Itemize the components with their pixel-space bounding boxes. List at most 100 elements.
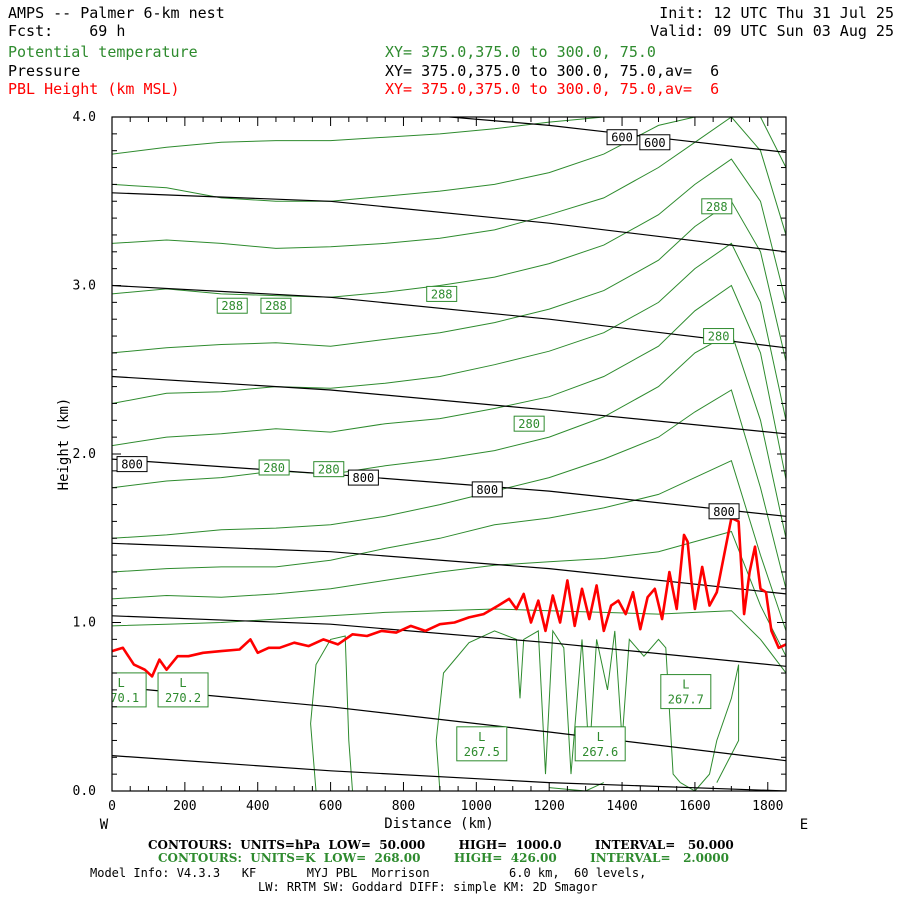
- fcst-value: 69 h: [89, 22, 126, 40]
- model-info: Model Info: V4.3.3 KF MYJ PBL Morrison 6…: [90, 866, 647, 880]
- theta-contour-3: [112, 389, 786, 589]
- y-tick-label-4: 4.0: [73, 110, 96, 125]
- east-label: E: [800, 817, 808, 833]
- field-pressure-name: Pressure: [8, 62, 81, 80]
- x-tick-label-3: 600: [319, 799, 342, 814]
- x-tick-label-4: 800: [392, 799, 415, 814]
- init-time: Init: 12 UTC Thu 31 Jul 25: [659, 4, 894, 22]
- theta-label-7-box: [313, 461, 345, 478]
- fcst-label: Fcst:: [8, 22, 54, 40]
- contour-labels: 800 800 800 800 600 600 288 288 288 288 280 280 280 2…: [103, 129, 740, 762]
- theta-contour-8: [112, 158, 786, 303]
- theta-contour-10: [112, 117, 786, 202]
- pressure-contour-0: [112, 755, 786, 791]
- theta-label-0-box: [216, 297, 248, 314]
- low-value-0: 270.1: [103, 691, 139, 705]
- pressure-label-2-box: [471, 481, 503, 498]
- forecast-hour: Fcst: 69 h: [8, 22, 125, 40]
- field-theta-name: Potential temperature: [8, 43, 198, 61]
- y-axis-label: Height (km): [56, 398, 72, 491]
- theta-label-6: 280: [263, 461, 285, 475]
- y-tick-label-2: 2.0: [73, 447, 96, 462]
- model-info-physics: LW: RRTM SW: Goddard DIFF: simple KM: 2D…: [258, 880, 598, 894]
- low-box-1: [157, 672, 209, 708]
- low-box-4: [660, 674, 712, 710]
- theta-contour-6: [112, 242, 786, 421]
- y-tick-label-1: 1.0: [73, 616, 96, 631]
- x-tick-label-8: 1600: [679, 799, 710, 814]
- x-tick-label-1: 200: [173, 799, 196, 814]
- low-value-3: 267.6: [582, 745, 618, 759]
- pressure-label-2: 800: [476, 483, 498, 497]
- theta-label-4: 280: [708, 330, 730, 344]
- chart-axes: 0 200 400 600 800 1000 1200 1400 1600 1800 0.0 1.0 2…: [56, 110, 808, 833]
- theta-label-6-box: [258, 459, 290, 476]
- theta-low-contour-1: [435, 629, 681, 791]
- pressure-label-1: 800: [353, 471, 375, 485]
- pressure-contour-info: CONTOURS: UNITS=hPa LOW= 50.000 HIGH= 10…: [148, 838, 734, 852]
- pressure-label-4: 600: [611, 131, 633, 145]
- theta-contour-4: [112, 331, 786, 539]
- theta-contour-11: [112, 117, 659, 155]
- pressure-contour-6: [112, 284, 786, 349]
- x-tick-label-0: 0: [108, 799, 116, 814]
- theta-contour-5: [112, 284, 786, 480]
- theta-contour-info: CONTOURS: UNITS=K LOW= 268.00 HIGH= 426.…: [158, 851, 729, 865]
- field-pbl-xy: XY= 375.0,375.0 to 300.0, 75.0,av= 6: [385, 80, 720, 98]
- pressure-label-3: 800: [713, 505, 735, 519]
- low-value-2: 267.5: [464, 745, 500, 759]
- theta-low-contour-0: [310, 635, 353, 791]
- low-box-0: [112, 672, 147, 708]
- theta-label-1: 288: [265, 299, 287, 313]
- theta-label-3-box: [701, 198, 733, 215]
- cross-section-chart: 800 800 800 800 600 600 288 288 288 288 280 280 280 2…: [56, 110, 808, 833]
- pressure-label-4-box: [606, 129, 638, 146]
- theta-contour-0: [112, 608, 786, 674]
- valid-time: Valid: 09 UTC Sun 03 Aug 25: [650, 22, 894, 40]
- pressure-contour-3: [112, 542, 786, 595]
- pbl-height-path: [112, 516, 786, 678]
- x-tick-label-7: 1400: [606, 799, 637, 814]
- low-letter-0: L: [117, 676, 124, 690]
- low-letter-2: L: [478, 730, 485, 744]
- west-label: W: [100, 817, 109, 833]
- theta-label-7: 280: [318, 463, 340, 477]
- theta-contour-2: [112, 460, 786, 632]
- pressure-label-5-box: [639, 134, 671, 151]
- low-box-2: [456, 726, 508, 762]
- low-box-3: [574, 726, 626, 762]
- field-pbl-name: PBL Height (km MSL): [8, 80, 180, 98]
- pressure-contour-8: [442, 117, 786, 153]
- pressure-label-3-box: [708, 503, 740, 520]
- pressure-label-5: 600: [644, 136, 666, 150]
- pressure-label-1-box: [347, 469, 379, 486]
- low-letter-3: L: [597, 730, 604, 744]
- y-tick-label-3: 3.0: [73, 279, 96, 294]
- low-value-4: 267.7: [668, 693, 704, 707]
- pressure-contour-7: [112, 192, 786, 253]
- theta-low-contour-3: [549, 782, 605, 791]
- theta-label-1-box: [260, 297, 292, 314]
- theta-label-5-box: [513, 415, 545, 432]
- pressure-contour-2: [112, 615, 786, 667]
- x-tick-label-9: 1800: [752, 799, 783, 814]
- low-letter-1: L: [179, 676, 186, 690]
- low-letter-4: L: [682, 678, 689, 692]
- theta-label-2: 288: [431, 287, 453, 301]
- x-tick-label-2: 400: [246, 799, 269, 814]
- theta-contour-7: [112, 200, 786, 362]
- chart-title: AMPS -- Palmer 6-km nest: [8, 4, 225, 22]
- pressure-label-0-box: [116, 456, 148, 473]
- theta-label-0: 288: [221, 299, 243, 313]
- pressure-contour-5: [112, 375, 786, 435]
- field-theta-xy: XY= 375.0,375.0 to 300.0, 75.0: [385, 43, 656, 61]
- theta-label-3: 288: [706, 200, 728, 214]
- pressure-label-0: 800: [121, 458, 143, 472]
- low-value-1: 270.2: [165, 691, 201, 705]
- theta-label-2-box: [426, 285, 458, 302]
- pbl-height-line: [112, 516, 786, 678]
- theta-label-5: 280: [518, 417, 540, 431]
- theta-contour-9: [112, 117, 786, 249]
- pressure-contour-4: [112, 458, 786, 517]
- x-axis-label: Distance (km): [384, 816, 494, 832]
